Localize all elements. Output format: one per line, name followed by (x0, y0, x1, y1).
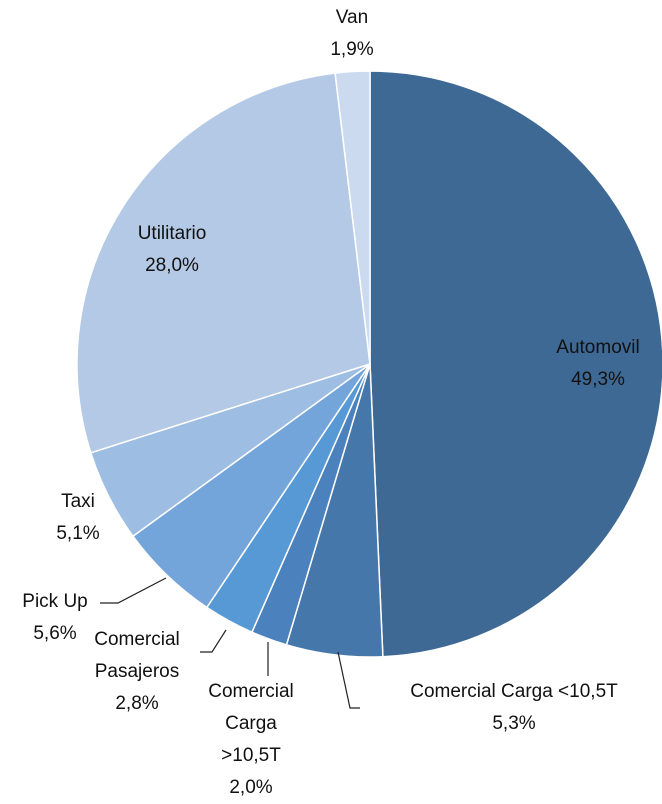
leader-line (337, 651, 360, 709)
category-label: Taxi (61, 491, 95, 512)
value-label: 2,8% (115, 693, 159, 714)
category-label: Automovil (556, 337, 640, 358)
slice-label: Van 1,9% (312, 2, 392, 66)
slice-label: Comercial Carga >10,5T 2,0% (196, 676, 306, 804)
value-label: 5,3% (492, 713, 536, 734)
slice-label: Taxi 5,1% (38, 486, 118, 550)
slices (76, 70, 662, 658)
category-label: Comercial Pasajeros (94, 629, 180, 682)
category-label: Comercial Carga >10,5T (208, 681, 294, 766)
slice-label: Pick Up 5,6% (0, 586, 115, 650)
value-label: 49,3% (571, 369, 625, 390)
slice-label: Automovil 49,3% (518, 332, 662, 396)
category-label: Van (335, 7, 369, 28)
category-label: Pick Up (22, 591, 88, 612)
value-label: 5,1% (56, 523, 100, 544)
slice (334, 70, 371, 365)
value-label: 28,0% (145, 255, 199, 276)
value-label: 5,6% (33, 623, 77, 644)
slice-label: Utilitario 28,0% (112, 218, 232, 282)
leader-line (100, 577, 167, 604)
category-label: Utilitario (137, 223, 207, 244)
slice (76, 72, 371, 454)
leader-line (200, 629, 227, 653)
value-label: 2,0% (229, 777, 273, 798)
slice-label: Comercial Pasajeros 2,8% (77, 624, 197, 720)
category-label: Comercial Carga <10,5T (410, 681, 618, 702)
slice (369, 70, 662, 658)
slice-label: Comercial Carga <10,5T 5,3% (364, 676, 662, 740)
value-label: 1,9% (330, 39, 374, 60)
